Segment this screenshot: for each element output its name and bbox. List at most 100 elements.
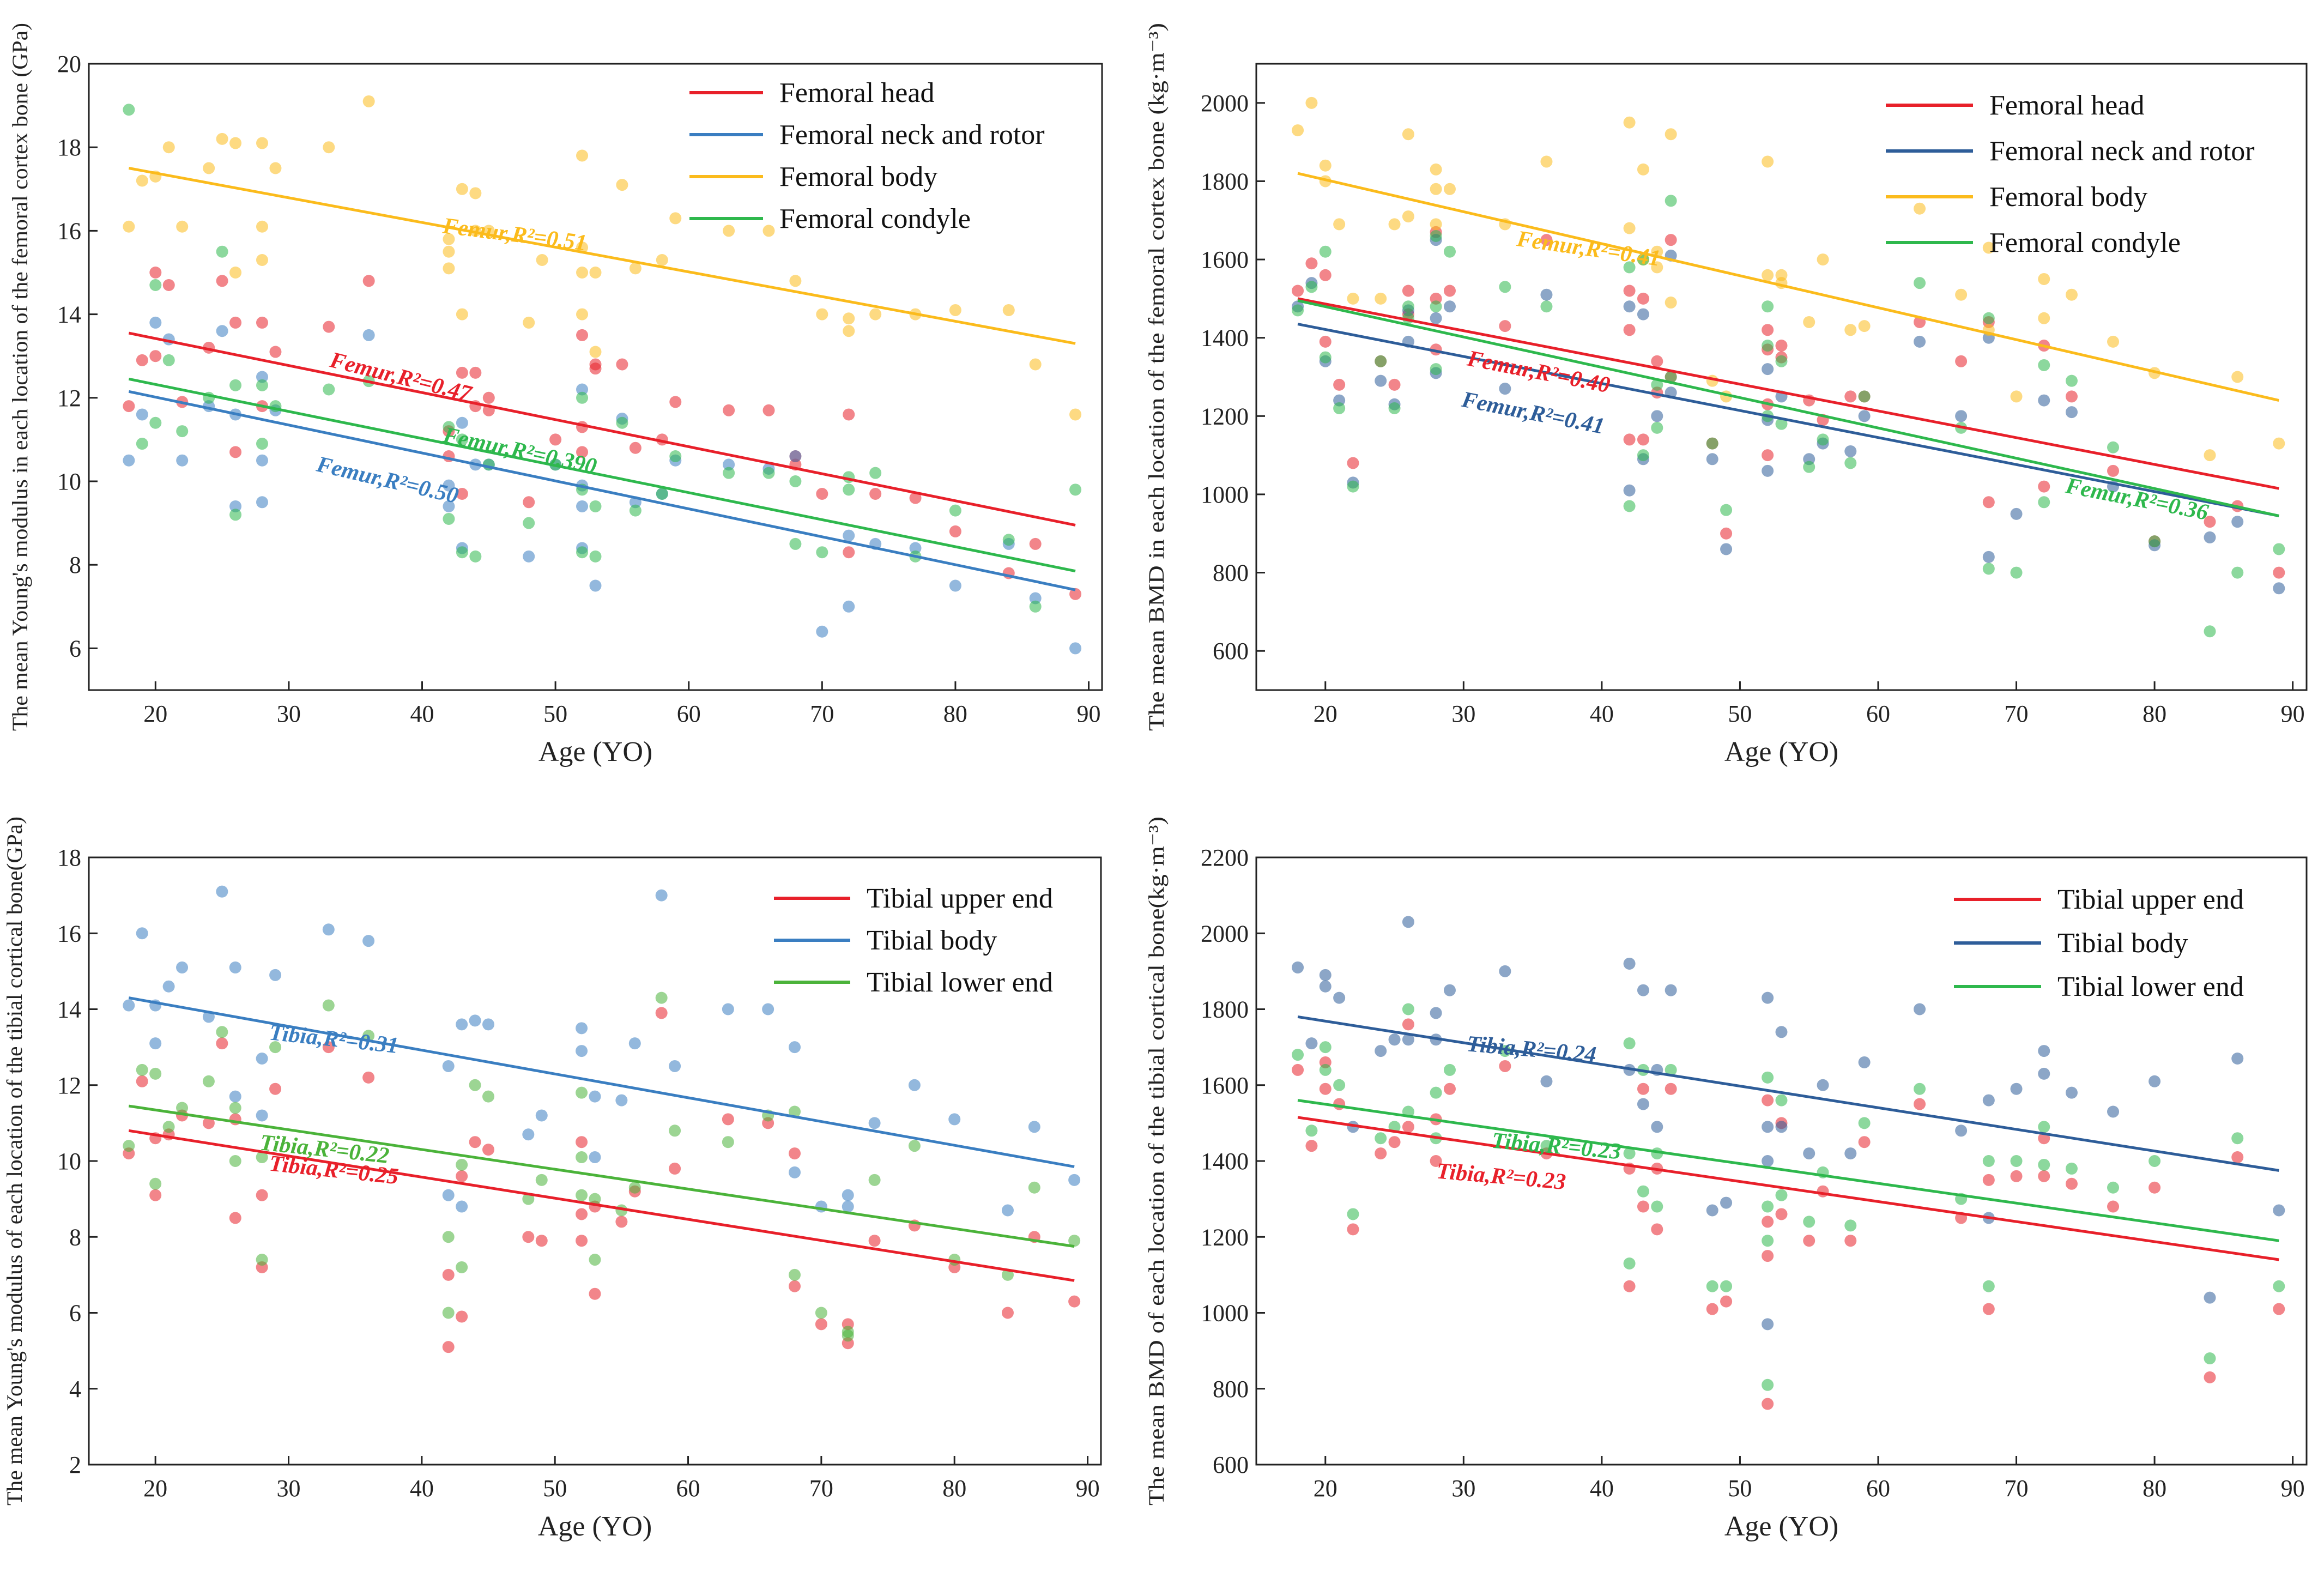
data-point [229, 1212, 241, 1224]
data-point [442, 1341, 455, 1353]
x-tick-label: 20 [143, 1475, 167, 1502]
data-point [176, 220, 189, 233]
data-point [216, 1026, 228, 1038]
data-point [1637, 1200, 1649, 1213]
data-point [1430, 163, 1442, 176]
data-point [1430, 183, 1442, 195]
data-point [1803, 461, 1815, 473]
data-point [1388, 1136, 1401, 1148]
data-point [1333, 378, 1346, 391]
data-point [1844, 390, 1857, 403]
data-point [1651, 421, 1663, 434]
y-tick-label: 4 [69, 1376, 81, 1402]
data-point [576, 1151, 588, 1164]
data-point [816, 625, 828, 638]
data-point [2038, 1158, 2050, 1171]
data-point [2273, 437, 2285, 450]
data-point [176, 1102, 189, 1114]
regression-line [128, 1129, 1075, 1282]
data-point [216, 132, 228, 145]
data-point [1858, 410, 1871, 422]
data-point [843, 408, 855, 421]
data-point [723, 404, 735, 416]
data-point [1762, 1071, 1774, 1084]
data-point [203, 162, 215, 174]
data-point [1914, 202, 1926, 215]
data-point [269, 969, 282, 981]
data-point [1775, 1121, 1788, 1133]
data-point [1388, 402, 1401, 414]
r-squared-annotation: Tibia,R²=0.24 [1466, 1031, 1597, 1068]
data-point [2010, 1155, 2023, 1167]
data-point [1762, 1250, 1774, 1262]
data-point [2273, 1280, 2285, 1292]
x-tick-label: 60 [1866, 700, 1890, 727]
r-squared-annotation: Tibia,R²=0.23 [1436, 1158, 1567, 1195]
data-point [1955, 355, 1968, 367]
y-tick-label: 800 [1213, 560, 1249, 587]
y-tick-label: 2000 [1201, 920, 1249, 947]
data-point [2010, 1170, 2023, 1182]
data-point [442, 1060, 455, 1072]
data-point [789, 1166, 801, 1178]
data-point [443, 421, 455, 433]
data-point [669, 1124, 681, 1137]
data-point [323, 383, 335, 396]
data-point [1443, 285, 1456, 297]
data-point [762, 225, 775, 237]
data-point [1292, 285, 1304, 297]
data-point [123, 220, 135, 233]
y-tick-label: 2000 [1201, 90, 1249, 117]
data-point [1637, 1083, 1649, 1095]
data-point [1720, 1280, 1733, 1292]
x-tick-label: 40 [1590, 1475, 1614, 1502]
data-point [1637, 292, 1649, 305]
data-point [216, 275, 228, 287]
x-tick-label: 60 [1866, 1475, 1890, 1502]
y-axis-label: The mean BMD in each location of the fem… [1144, 23, 1169, 731]
data-point [576, 1136, 588, 1148]
data-point [322, 999, 335, 1012]
data-point [149, 1189, 162, 1201]
data-point [843, 546, 855, 559]
data-point [256, 1254, 268, 1266]
data-point [1402, 210, 1414, 223]
data-point [1069, 408, 1082, 421]
y-tick-label: 10 [57, 468, 81, 495]
data-point [456, 1158, 468, 1171]
data-point [2107, 1181, 2120, 1194]
data-point [1762, 1216, 1774, 1228]
data-point [2038, 273, 2050, 285]
data-point [1388, 218, 1401, 231]
data-point [869, 467, 882, 479]
data-point [1762, 449, 1774, 462]
data-point [815, 1318, 827, 1331]
y-tick-label: 6 [69, 1300, 81, 1327]
data-point [1623, 957, 1636, 970]
data-point [628, 1037, 641, 1050]
data-point [576, 149, 589, 162]
regression-line [1297, 1116, 2279, 1261]
data-point [1375, 1132, 1387, 1145]
data-point [256, 1189, 268, 1201]
data-point [535, 1174, 548, 1186]
legend-label: Femoral neck and rotor [1989, 136, 2255, 167]
data-point [469, 1136, 481, 1148]
y-tick-label: 16 [57, 217, 81, 244]
x-tick-label: 90 [1076, 1475, 1100, 1502]
data-point [868, 1117, 881, 1129]
data-point [2038, 312, 2050, 324]
data-point [256, 1109, 268, 1122]
data-point [536, 254, 548, 267]
data-point [1762, 1200, 1774, 1213]
data-point [1637, 449, 1649, 462]
data-point [576, 308, 589, 321]
data-point [2231, 566, 2244, 579]
data-point [443, 262, 455, 275]
data-point [669, 450, 682, 463]
data-point [1982, 1174, 1995, 1186]
data-point [2065, 1162, 2078, 1175]
data-point [669, 1162, 681, 1175]
x-tick-label: 80 [2143, 1475, 2166, 1502]
data-point [589, 500, 602, 512]
